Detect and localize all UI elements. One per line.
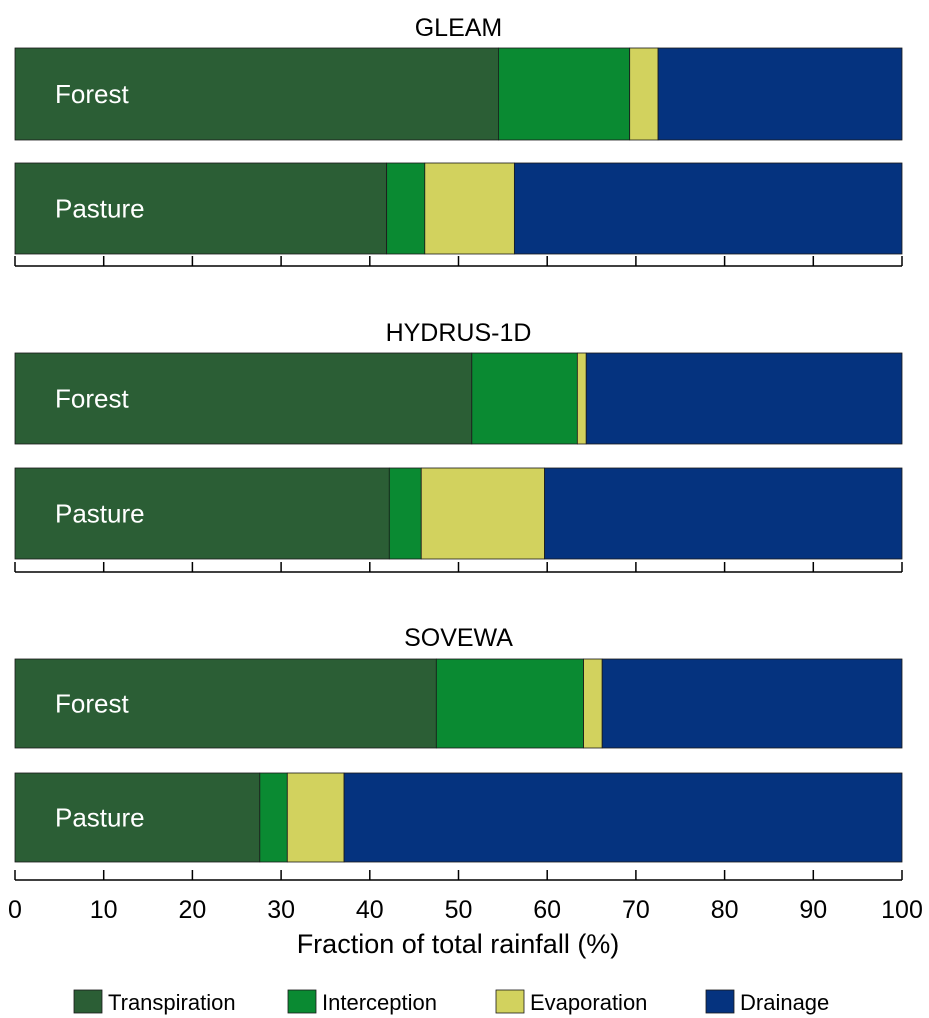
legend-swatch xyxy=(287,989,317,1014)
bar-pasture: Pasture xyxy=(14,467,903,560)
tick-label: 0 xyxy=(8,896,22,924)
segment-drainage xyxy=(343,772,903,863)
bar-pasture: Pasture xyxy=(14,162,903,255)
segment-evaporation xyxy=(420,467,545,560)
panel-sovewa: SOVEWA Forest Pasture xyxy=(14,624,903,881)
segment-interception xyxy=(471,352,578,445)
tick-label: 50 xyxy=(445,896,473,924)
bar-forest: Forest xyxy=(14,352,903,445)
panel-title: SOVEWA xyxy=(404,624,513,652)
segment-drainage xyxy=(585,352,903,445)
segment-evaporation xyxy=(286,772,345,863)
chart-panels: GLEAM Forest Pasture HYDRUS-1D Forest Pasture… xyxy=(14,14,903,881)
bar-forest: Forest xyxy=(14,47,903,141)
segment-interception xyxy=(435,658,584,749)
tick-label: 80 xyxy=(711,896,739,924)
tick-label: 30 xyxy=(267,896,295,924)
x-tick-labels: 0 10 20 30 40 50 60 70 80 90 100 xyxy=(8,896,923,924)
tick-label: 20 xyxy=(178,896,206,924)
tick-label: 100 xyxy=(881,896,923,924)
legend-swatch xyxy=(495,989,525,1014)
segment-drainage xyxy=(657,47,903,141)
segment-interception xyxy=(498,47,631,141)
legend-swatch xyxy=(73,989,103,1014)
segment-interception xyxy=(386,162,426,255)
legend-label: Evaporation xyxy=(530,990,647,1015)
tick-label: 90 xyxy=(799,896,827,924)
category-label: Forest xyxy=(55,689,129,719)
bar-forest: Forest xyxy=(14,658,903,749)
x-axis xyxy=(14,256,903,267)
bar-pasture: Pasture xyxy=(14,772,903,863)
legend-item-drainage: Drainage xyxy=(705,989,829,1015)
panel-title: GLEAM xyxy=(415,14,503,42)
segment-drainage xyxy=(513,162,903,255)
category-label: Forest xyxy=(55,79,129,109)
segment-evaporation xyxy=(576,352,587,445)
x-axis-title: Fraction of total rainfall (%) xyxy=(297,929,620,959)
legend: Transpiration Interception Evaporation Drai… xyxy=(73,989,829,1015)
segment-evaporation xyxy=(424,162,515,255)
legend-label: Interception xyxy=(322,990,437,1015)
panel-title: HYDRUS-1D xyxy=(386,319,532,347)
segment-transpiration xyxy=(14,772,261,863)
legend-item-interception: Interception xyxy=(287,989,437,1015)
legend-item-transpiration: Transpiration xyxy=(73,989,236,1015)
tick-label: 60 xyxy=(533,896,561,924)
legend-label: Transpiration xyxy=(108,990,236,1015)
segment-interception xyxy=(388,467,422,560)
x-axis xyxy=(14,870,903,881)
panel-hydrus-1d: HYDRUS-1D Forest Pasture xyxy=(14,319,903,573)
segment-transpiration xyxy=(14,162,388,255)
tick-label: 70 xyxy=(622,896,650,924)
legend-item-evaporation: Evaporation xyxy=(495,989,647,1015)
panel-gleam: GLEAM Forest Pasture xyxy=(14,14,903,267)
segment-evaporation xyxy=(629,47,659,141)
category-label: Pasture xyxy=(55,803,145,833)
segment-drainage xyxy=(601,658,903,749)
legend-label: Drainage xyxy=(740,990,829,1015)
category-label: Forest xyxy=(55,384,129,414)
segment-interception xyxy=(259,772,288,863)
category-label: Pasture xyxy=(55,194,145,224)
segment-evaporation xyxy=(583,658,603,749)
segment-transpiration xyxy=(14,47,499,141)
x-axis xyxy=(14,562,903,573)
legend-swatch xyxy=(705,989,735,1014)
segment-transpiration xyxy=(14,467,390,560)
tick-label: 10 xyxy=(90,896,118,924)
segment-drainage xyxy=(544,467,903,560)
category-label: Pasture xyxy=(55,499,145,529)
segment-transpiration xyxy=(14,352,473,445)
tick-label: 40 xyxy=(356,896,384,924)
